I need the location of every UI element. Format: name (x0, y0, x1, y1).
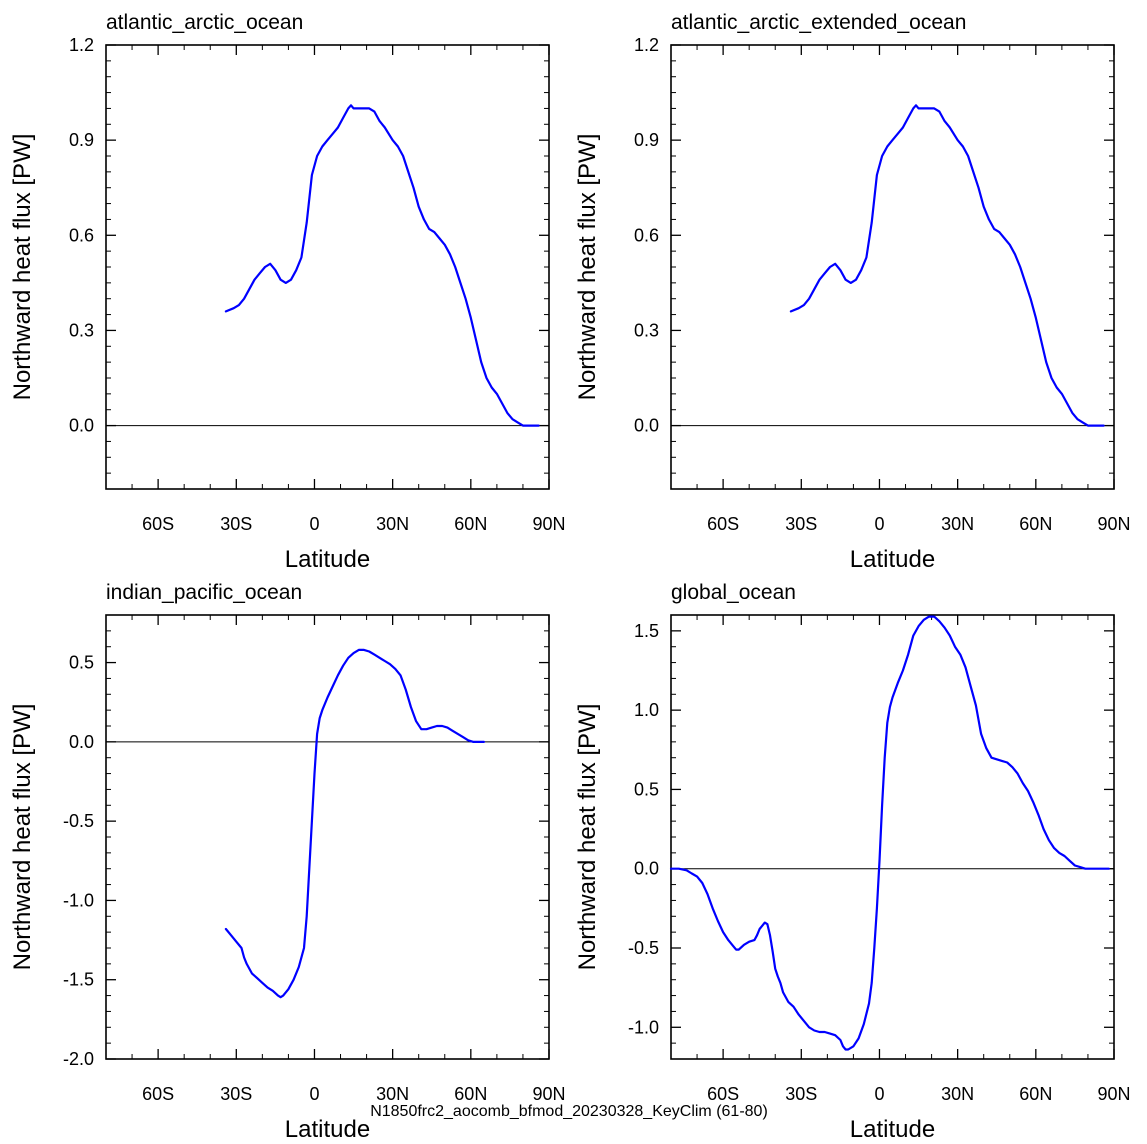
y-axis-label: Northward heat flux [PW] (574, 704, 601, 971)
chart-title: indian_pacific_ocean (106, 581, 302, 604)
heat-flux-line (224, 104, 540, 427)
figure-footer: N1850frc2_aocomb_bfmod_20230328_KeyClim … (370, 1103, 768, 1120)
y-tick-label: 0.9 (634, 130, 659, 150)
y-tick-label: 0.6 (634, 225, 659, 245)
x-tick-label: 60N (1019, 1084, 1052, 1104)
y-tick-label: 0.0 (634, 416, 659, 436)
y-tick-label: 0.6 (69, 225, 94, 245)
y-tick-label: -1.0 (628, 1017, 659, 1037)
y-tick-label: 0.0 (69, 732, 94, 752)
x-tick-label: 30S (785, 1084, 817, 1104)
panel-atlantic-arctic-extended-ocean: atlantic_arctic_extended_ocean Northward … (574, 11, 1131, 573)
x-axis-label: Latitude (285, 546, 370, 573)
x-tick-label: 60N (1019, 514, 1052, 534)
x-tick-label: 0 (309, 1084, 319, 1104)
x-tick-label: 60N (454, 514, 487, 534)
x-tick-label: 30N (941, 514, 974, 534)
y-tick-label: 1.2 (634, 35, 659, 55)
x-tick-label: 90N (532, 514, 565, 534)
x-tick-label: 0 (309, 514, 319, 534)
y-tick-label: 0.5 (634, 779, 659, 799)
x-tick-label: 90N (1097, 1084, 1130, 1104)
x-tick-label: 30N (376, 1084, 409, 1104)
x-tick-label: 30S (785, 514, 817, 534)
y-tick-label: -0.5 (63, 811, 94, 831)
heat-flux-line (789, 104, 1105, 427)
x-tick-label: 60S (142, 1084, 174, 1104)
plot-frame (105, 44, 550, 490)
y-tick-label: 0.0 (634, 859, 659, 879)
panel-indian-pacific-ocean: indian_pacific_ocean Northward heat flux … (9, 581, 566, 1143)
x-tick-label: 30S (220, 514, 252, 534)
y-tick-label: 0.3 (634, 320, 659, 340)
y-tick-label: 0.3 (69, 320, 94, 340)
x-tick-label: 60S (707, 514, 739, 534)
chart-title: atlantic_arctic_ocean (106, 11, 303, 34)
panel-atlantic-arctic-ocean: atlantic_arctic_ocean Northward heat flux… (9, 11, 566, 573)
x-axis-label: Latitude (285, 1116, 370, 1143)
y-tick-label: 0.9 (69, 130, 94, 150)
plot-frame (670, 44, 1115, 490)
y-axis-label: Northward heat flux [PW] (574, 134, 601, 401)
chart-title: atlantic_arctic_extended_ocean (671, 11, 966, 34)
panel-global-ocean: global_ocean Northward heat flux [PW] Lati… (574, 581, 1131, 1143)
x-tick-label: 90N (532, 1084, 565, 1104)
x-tick-label: 0 (874, 514, 884, 534)
x-tick-label: 60S (707, 1084, 739, 1104)
x-tick-label: 30N (941, 1084, 974, 1104)
y-tick-label: 1.2 (69, 35, 94, 55)
y-tick-label: 0.0 (69, 416, 94, 436)
y-tick-label: 0.5 (69, 653, 94, 673)
x-tick-label: 0 (874, 1084, 884, 1104)
y-tick-label: 1.5 (634, 621, 659, 641)
x-tick-label: 30S (220, 1084, 252, 1104)
heat-flux-line (224, 648, 485, 999)
y-tick-label: 1.0 (634, 700, 659, 720)
x-tick-label: 90N (1097, 514, 1130, 534)
chart-title: global_ocean (671, 581, 796, 604)
x-axis-label: Latitude (850, 1116, 935, 1143)
y-axis-label: Northward heat flux [PW] (9, 134, 36, 401)
plot-frame (105, 614, 550, 1060)
x-tick-label: 60N (454, 1084, 487, 1104)
y-tick-label: -1.5 (63, 970, 94, 990)
x-tick-label: 30N (376, 514, 409, 534)
y-axis-label: Northward heat flux [PW] (9, 704, 36, 971)
x-axis-label: Latitude (850, 546, 935, 573)
x-tick-label: 60S (142, 514, 174, 534)
y-tick-label: -2.0 (63, 1049, 94, 1069)
y-tick-label: -0.5 (628, 938, 659, 958)
y-tick-label: -1.0 (63, 890, 94, 910)
heat-flux-line (669, 615, 1110, 1051)
